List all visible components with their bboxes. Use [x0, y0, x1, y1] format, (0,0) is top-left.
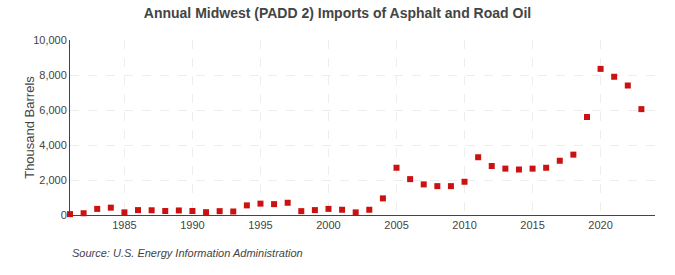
- svg-text:6,000: 6,000: [39, 104, 67, 116]
- svg-text:1990: 1990: [180, 219, 204, 231]
- svg-text:2000: 2000: [316, 219, 340, 231]
- svg-text:Thousand Barrels: Thousand Barrels: [22, 76, 37, 179]
- svg-text:10,000: 10,000: [33, 34, 67, 46]
- svg-text:2020: 2020: [588, 219, 612, 231]
- svg-text:0: 0: [61, 209, 67, 221]
- svg-text:2,000: 2,000: [39, 174, 67, 186]
- svg-text:2010: 2010: [452, 219, 476, 231]
- svg-text:Annual Midwest (PADD 2) Import: Annual Midwest (PADD 2) Imports of Aspha…: [144, 5, 531, 21]
- svg-text:2005: 2005: [384, 219, 408, 231]
- svg-text:8,000: 8,000: [39, 69, 67, 81]
- svg-text:2015: 2015: [520, 219, 544, 231]
- svg-text:1995: 1995: [248, 219, 272, 231]
- svg-text:1985: 1985: [112, 219, 136, 231]
- svg-text:4,000: 4,000: [39, 139, 67, 151]
- svg-text:Source: U.S. Energy Informatio: Source: U.S. Energy Information Administ…: [72, 247, 303, 259]
